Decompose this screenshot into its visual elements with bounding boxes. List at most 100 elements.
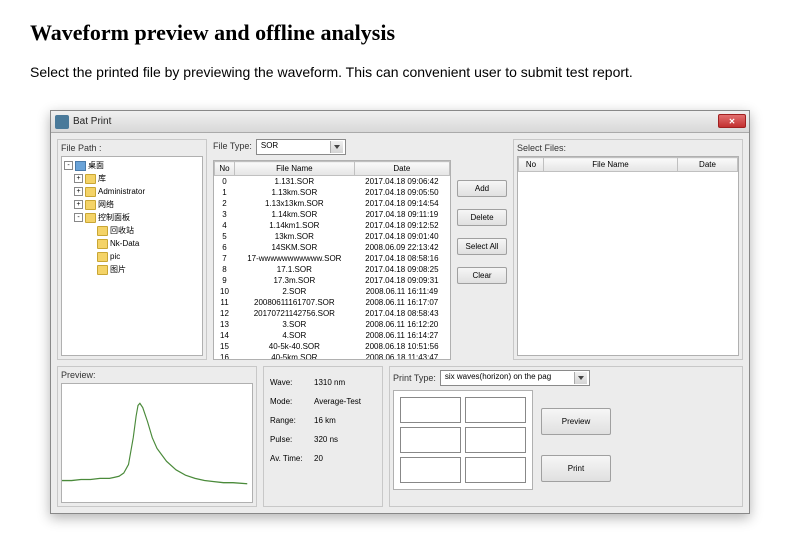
col-filename[interactable]: File Name: [235, 162, 355, 176]
preview-panel: Preview:: [57, 366, 257, 507]
table-row[interactable]: 614SKM.SOR2008.06.09 22:13:42: [215, 242, 450, 253]
cell-no: 10: [215, 286, 235, 297]
cell-name: 13km.SOR: [235, 231, 355, 242]
page-description: Select the printed file by previewing th…: [30, 64, 770, 80]
table-row[interactable]: 21.13x13km.SOR2017.04.18 09:14:54: [215, 198, 450, 209]
table-row[interactable]: 41.14km1.SOR2017.04.18 09:12:52: [215, 220, 450, 231]
table-row[interactable]: 717-wwwwwwwwwww.SOR2017.04.18 08:58:16: [215, 253, 450, 264]
table-row[interactable]: 1540-5k-40.SOR2008.06.18 10:51:56: [215, 341, 450, 352]
table-row[interactable]: 102.SOR2008.06.11 16:11:49: [215, 286, 450, 297]
waveform-preview[interactable]: [61, 383, 253, 503]
cell-no: 3: [215, 209, 235, 220]
sel-col-name[interactable]: File Name: [544, 158, 678, 172]
tree-item-label: Nk-Data: [110, 237, 139, 250]
tree-expander-icon[interactable]: -: [74, 213, 83, 222]
cell-date: 2008.06.11 16:17:07: [354, 297, 449, 308]
cell-no: 13: [215, 319, 235, 330]
info-range-key: Range:: [270, 416, 310, 425]
tree-expander-icon[interactable]: +: [74, 187, 83, 196]
add-button[interactable]: Add: [457, 180, 507, 197]
tree-expander-icon[interactable]: +: [74, 174, 83, 183]
cell-date: 2008.06.11 16:14:27: [354, 330, 449, 341]
cell-name: 40-5km.SOR: [235, 352, 355, 360]
cell-name: 17.3m.SOR: [235, 275, 355, 286]
preview-button[interactable]: Preview: [541, 408, 611, 435]
print-layout-grid[interactable]: [393, 390, 533, 490]
table-row[interactable]: 31.14km.SOR2017.04.18 09:11:19: [215, 209, 450, 220]
table-row[interactable]: 917.3m.SOR2017.04.18 09:09:31: [215, 275, 450, 286]
cell-name: 1.14km1.SOR: [235, 220, 355, 231]
tree-item[interactable]: +网络: [64, 198, 200, 211]
table-row[interactable]: 1120080611161707.SOR2008.06.11 16:17:07: [215, 297, 450, 308]
close-icon: ✕: [729, 117, 736, 126]
tree-item[interactable]: +Administrator: [64, 185, 200, 198]
tree-item[interactable]: 图片: [64, 263, 200, 276]
cell-date: 2017.04.18 09:06:42: [354, 176, 449, 188]
cell-name: 17-wwwwwwwwwww.SOR: [235, 253, 355, 264]
table-row[interactable]: 513km.SOR2017.04.18 09:01:40: [215, 231, 450, 242]
selected-files-panel: Select Files: No File Name Date: [513, 139, 743, 360]
file-type-row: File Type: SOR: [213, 139, 507, 156]
cell-date: 2017.04.18 09:12:52: [354, 220, 449, 231]
cell-no: 16: [215, 352, 235, 360]
cell-no: 5: [215, 231, 235, 242]
table-row[interactable]: 133.SOR2008.06.11 16:12:20: [215, 319, 450, 330]
print-button[interactable]: Print: [541, 455, 611, 482]
folder-tree[interactable]: -桌面+库+Administrator+网络-控制面板回收站Nk-Datapic…: [61, 156, 203, 356]
file-path-label: File Path :: [61, 143, 203, 153]
titlebar[interactable]: Bat Print ✕: [51, 111, 749, 133]
file-type-select[interactable]: SOR: [256, 139, 346, 155]
selected-files-table[interactable]: No File Name Date: [517, 156, 739, 356]
col-no[interactable]: No: [215, 162, 235, 176]
selected-files-label: Select Files:: [517, 143, 739, 153]
info-mode-val: Average-Test: [314, 397, 361, 406]
delete-button[interactable]: Delete: [457, 209, 507, 226]
cell-name: 1.13x13km.SOR: [235, 198, 355, 209]
sel-col-date[interactable]: Date: [678, 158, 738, 172]
folder-icon: [85, 174, 96, 184]
cell-date: 2017.04.18 09:11:19: [354, 209, 449, 220]
tree-item[interactable]: -控制面板: [64, 211, 200, 224]
sel-col-no[interactable]: No: [519, 158, 544, 172]
tree-expander-icon[interactable]: -: [64, 161, 73, 170]
col-date[interactable]: Date: [354, 162, 449, 176]
folder-icon: [97, 265, 108, 275]
table-row[interactable]: 01.131.SOR2017.04.18 09:06:42: [215, 176, 450, 188]
layout-cell: [400, 457, 461, 483]
table-row[interactable]: 1220170721142756.SOR2017.04.18 08:58:43: [215, 308, 450, 319]
cell-date: 2008.06.11 16:12:20: [354, 319, 449, 330]
print-type-value: six waves(horizon) on the pag: [445, 372, 551, 381]
cell-name: 4.SOR: [235, 330, 355, 341]
cell-no: 12: [215, 308, 235, 319]
desktop-icon: [75, 161, 86, 171]
folder-icon: [85, 187, 96, 197]
table-row[interactable]: 144.SOR2008.06.11 16:14:27: [215, 330, 450, 341]
close-button[interactable]: ✕: [718, 114, 746, 128]
file-list-table[interactable]: No File Name Date 01.131.SOR2017.04.18 0…: [213, 160, 451, 360]
select-all-button[interactable]: Select All: [457, 238, 507, 255]
preview-label: Preview:: [61, 370, 253, 380]
tree-item[interactable]: +库: [64, 172, 200, 185]
tree-item[interactable]: pic: [64, 250, 200, 263]
cell-no: 7: [215, 253, 235, 264]
layout-cell: [465, 457, 526, 483]
cell-name: 1.13km.SOR: [235, 187, 355, 198]
chevron-down-icon: [578, 376, 584, 380]
cell-date: 2017.04.18 09:01:40: [354, 231, 449, 242]
cell-date: 2008.06.18 10:51:56: [354, 341, 449, 352]
print-type-select[interactable]: six waves(horizon) on the pag: [440, 370, 590, 386]
tree-expander-icon[interactable]: +: [74, 200, 83, 209]
cell-date: 2008.06.18 11:43:47: [354, 352, 449, 360]
page-title: Waveform preview and offline analysis: [30, 20, 770, 46]
tree-item-label: 图片: [110, 263, 126, 276]
tree-item[interactable]: 回收站: [64, 224, 200, 237]
table-row[interactable]: 1640-5km.SOR2008.06.18 11:43:47: [215, 352, 450, 360]
cell-date: 2017.04.18 09:05:50: [354, 187, 449, 198]
table-row[interactable]: 11.13km.SOR2017.04.18 09:05:50: [215, 187, 450, 198]
layout-cell: [465, 397, 526, 423]
tree-item[interactable]: -桌面: [64, 159, 200, 172]
tree-item[interactable]: Nk-Data: [64, 237, 200, 250]
file-type-label: File Type:: [213, 141, 252, 151]
clear-button[interactable]: Clear: [457, 267, 507, 284]
table-row[interactable]: 817.1.SOR2017.04.18 09:08:25: [215, 264, 450, 275]
